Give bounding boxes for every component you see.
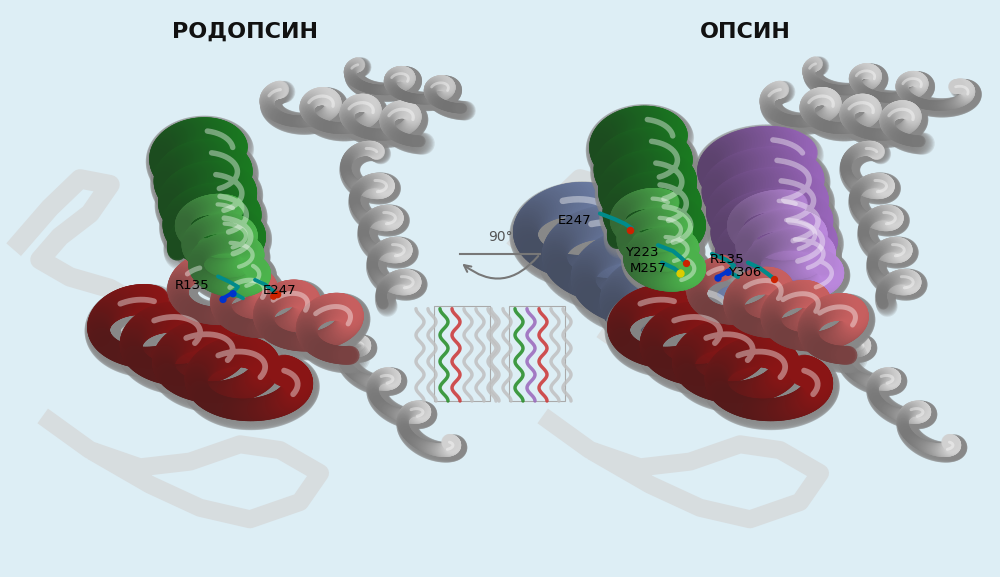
Text: E247: E247: [558, 214, 592, 227]
Text: 90°: 90°: [488, 230, 512, 244]
Point: [672, 268, 688, 278]
Text: R135: R135: [710, 253, 745, 265]
Text: R135: R135: [175, 279, 210, 292]
Point: [720, 268, 736, 277]
FancyArrowPatch shape: [464, 256, 538, 279]
Point: [678, 258, 694, 267]
Text: E247: E247: [263, 284, 297, 297]
Text: РОДОПСИН: РОДОПСИН: [172, 22, 318, 42]
Text: Y223: Y223: [625, 246, 658, 258]
Text: ОПСИН: ОПСИН: [700, 22, 790, 42]
Point: [710, 273, 726, 283]
Text: M257: M257: [630, 263, 667, 275]
Point: [269, 289, 285, 298]
Point: [215, 295, 231, 304]
Point: [622, 225, 638, 234]
Point: [225, 289, 241, 298]
Text: Y306: Y306: [728, 267, 761, 279]
Point: [766, 274, 782, 283]
Point: [265, 291, 281, 301]
